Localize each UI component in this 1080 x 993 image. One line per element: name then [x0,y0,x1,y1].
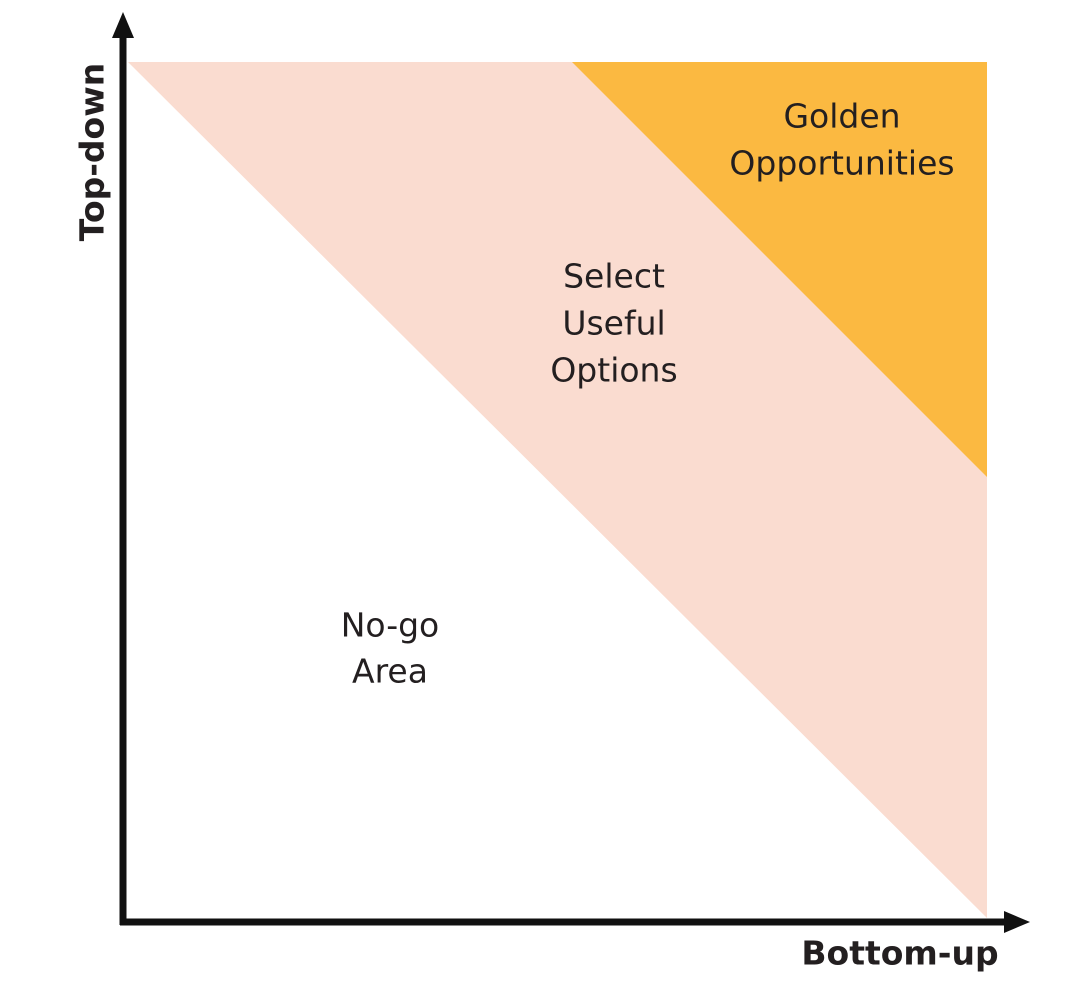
y-axis-arrow [112,12,134,38]
region-label: Useful [562,304,665,343]
region-label: Golden [783,97,900,136]
region-label: Opportunities [729,144,954,183]
region-label: Options [550,351,677,390]
x-axis-label: Bottom-up [801,934,998,973]
region-label: Area [352,652,428,691]
region-label: No-go [341,606,440,645]
golden-region [572,62,987,477]
region-label: Select [563,257,665,296]
y-axis-label: Top-down [73,63,112,241]
useful-region [128,62,987,918]
x-axis-arrow [1004,911,1030,933]
